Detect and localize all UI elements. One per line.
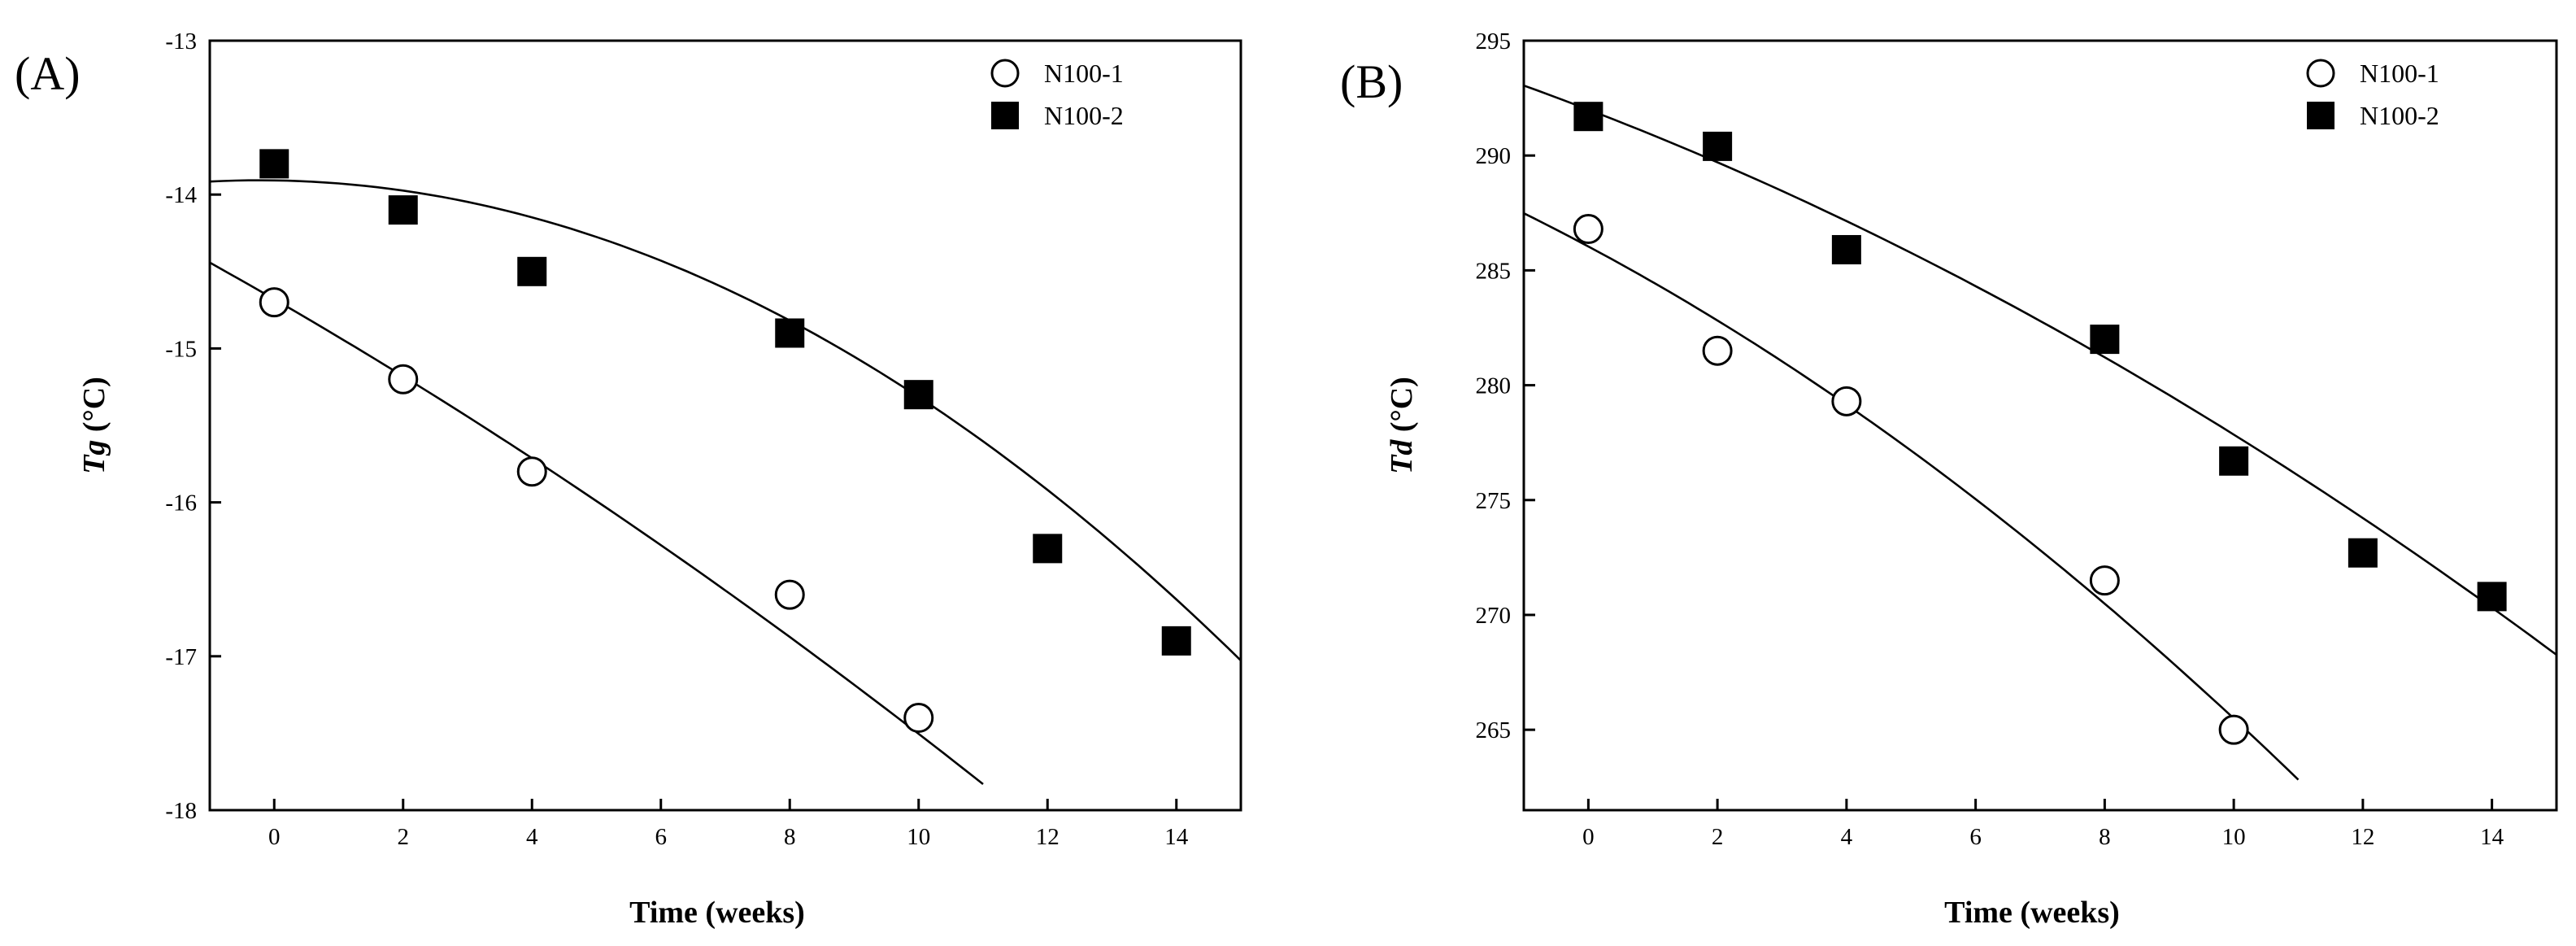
panel-label: (B) [1340,55,1403,108]
data-point-n100-1 [1573,214,1603,245]
data-point-n100-1 [2089,565,2120,596]
legend-label-n100-2: N100-2 [2360,101,2439,130]
data-point-n100-2 [517,256,547,286]
y-tick-label: 275 [1476,488,1512,514]
y-axis-title-variable: Tg [77,440,111,474]
y-axis-title-variable: Td [1385,439,1419,474]
plot-frame [1522,39,2558,812]
x-tick-label: 4 [526,824,538,850]
y-axis-title: Td (°C) [1385,377,1419,474]
y-tick-label: -14 [165,182,197,208]
data-point-n100-2 [1831,234,1861,264]
data-point-n100-2 [1033,534,1063,564]
panel-label: (A) [15,47,80,100]
x-tick-label: 14 [1164,824,1189,850]
y-tick-label: 290 [1476,143,1512,169]
y-tick-label: 295 [1476,28,1512,54]
panel-b: (B) 0 2 4 6 8 10 12 14 265 270 275 280 285 290 295 Time … [1340,28,2558,930]
legend-label-n100-2: N100-2 [1044,101,1124,130]
data-point-n100-2 [1703,131,1733,161]
x-tick-label: 6 [1969,824,1982,850]
data-point-n100-2 [2348,538,2378,568]
x-tick-label: 4 [1841,824,1853,850]
x-tick-label: 0 [268,824,281,850]
y-tick-label: 280 [1476,373,1512,399]
legend-marker-n100-2 [2307,102,2334,129]
data-point-n100-2 [2477,582,2507,612]
data-point-n100-2 [1161,626,1191,656]
data-point-n100-1 [516,456,547,487]
data-point-n100-1 [2218,714,2249,745]
y-tick-label: -17 [165,644,197,670]
panel-a: (A) 0 2 4 6 8 10 12 14 -18 -17 -16 -15 -14 -13 Time (we… [15,28,1242,930]
x-tick-label: 14 [2480,824,2504,850]
fit-curve-n100-1 [1523,212,2300,781]
data-point-n100-1 [1702,335,1733,366]
plot-frame [208,39,1242,812]
x-tick-label: 8 [2099,824,2111,850]
data-point-n100-1 [1831,386,1862,416]
y-tick-label: -18 [165,798,197,824]
y-tick-label: -16 [165,490,197,517]
data-point-n100-2 [259,149,289,179]
data-point-n100-2 [903,380,933,410]
data-point-n100-1 [388,364,419,395]
data-point-n100-2 [2219,446,2249,476]
y-tick-label: 285 [1476,258,1512,284]
x-tick-label: 10 [2222,824,2246,850]
legend-marker-n100-2 [991,102,1019,129]
data-point-n100-1 [259,287,289,318]
legend-marker-n100-1 [990,59,1020,88]
y-tick-label: 270 [1476,603,1512,629]
x-tick-label: 8 [784,824,796,850]
x-tick-label: 12 [2351,824,2374,850]
y-axis-title: Tg (°C) [77,377,111,474]
data-point-n100-1 [903,702,934,733]
y-tick-label: -15 [165,336,197,362]
x-tick-label: 2 [398,824,410,850]
data-point-n100-2 [388,195,418,225]
y-tick-label: 265 [1476,717,1512,743]
y-axis-title-unit: (°C) [77,377,111,439]
x-tick-label: 12 [1036,824,1060,850]
data-point-n100-2 [1573,102,1603,132]
x-tick-label: 2 [1712,824,1724,850]
x-tick-label: 0 [1582,824,1595,850]
data-point-n100-2 [775,318,805,348]
y-tick-label: -13 [165,28,197,54]
y-axis-title-unit: (°C) [1385,377,1419,439]
fit-curve-n100-2 [1523,84,2557,656]
data-point-n100-1 [774,579,805,610]
x-tick-label: 6 [655,824,668,850]
data-point-n100-2 [2090,325,2120,355]
legend-label-n100-1: N100-1 [2360,59,2439,88]
fit-curve-n100-2 [209,179,1242,661]
x-axis-title: Time (weeks) [1944,896,2120,930]
fit-curve-n100-1 [209,261,984,786]
legend-marker-n100-1 [2306,59,2335,88]
x-axis-title: Time (weeks) [629,896,805,930]
x-tick-label: 10 [907,824,930,850]
legend-label-n100-1: N100-1 [1044,59,1124,88]
